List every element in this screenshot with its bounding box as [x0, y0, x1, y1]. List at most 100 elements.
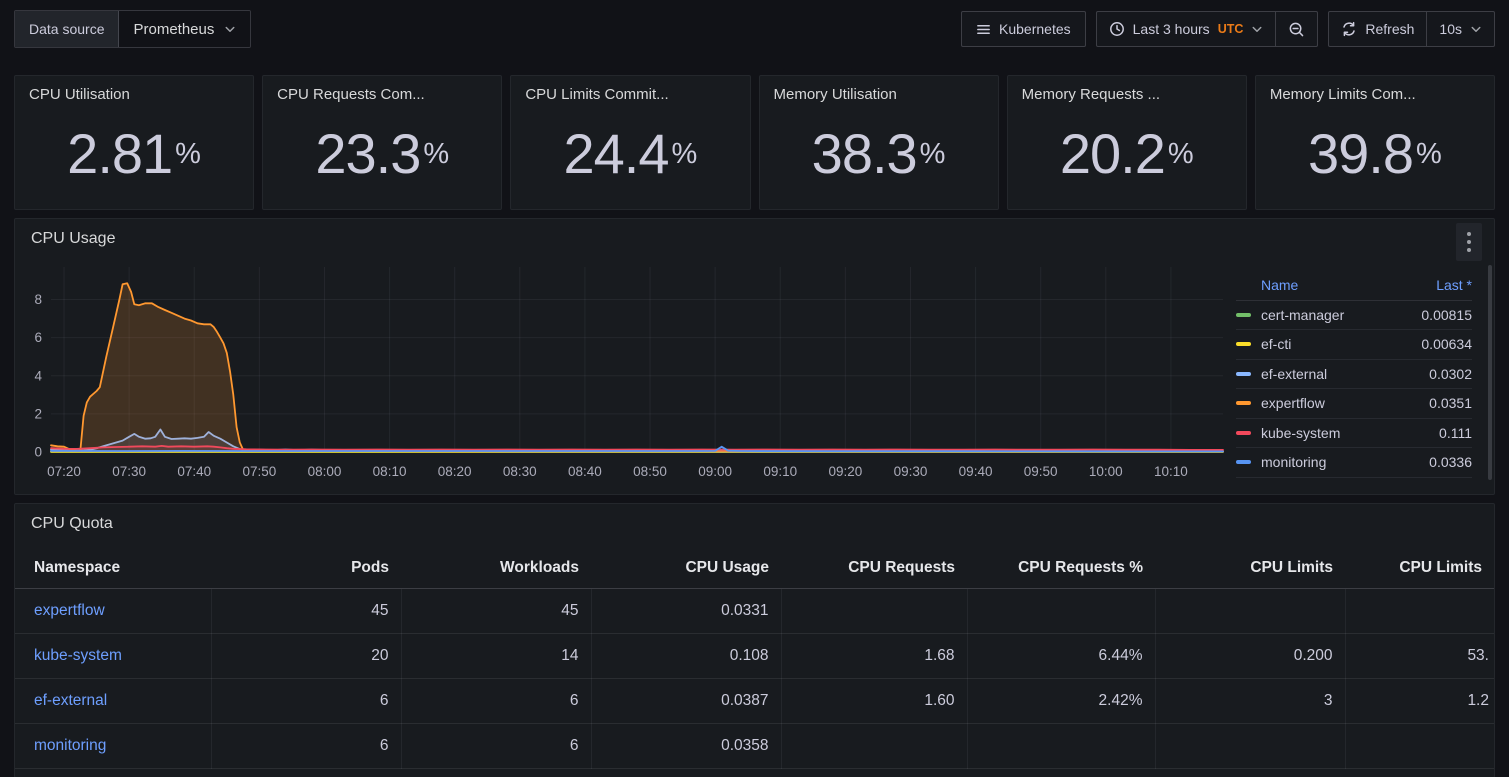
zoom-out-button[interactable] [1275, 12, 1317, 46]
series-name[interactable]: kube-system [1261, 424, 1341, 441]
series-name[interactable]: ef-external [1261, 365, 1328, 382]
datasource-value-dropdown[interactable]: Prometheus [119, 11, 251, 47]
stat-panel[interactable]: Memory Limits Com... 39.8% [1254, 75, 1495, 210]
cpu-usage-body: 0 2 4 6 8 07:20 07:30 07:40 07:50 08:00 08:10 08:20… [15, 259, 1494, 496]
table-column-header[interactable]: Workloads [401, 548, 591, 589]
series-area-expertflow [51, 283, 1223, 452]
stat-value-wrap: 24.4% [525, 103, 735, 201]
stat-panel[interactable]: CPU Utilisation 2.81% [14, 75, 255, 210]
cpu-usage-panel-header[interactable]: CPU Usage [15, 219, 1494, 259]
legend-last-sort-header[interactable]: Last * [1436, 277, 1472, 294]
series-color-swatch-icon[interactable] [1236, 460, 1251, 465]
series-last-value: 0.0302 [1429, 365, 1472, 382]
series-name[interactable]: expertflow [1261, 395, 1325, 412]
table-cell [781, 588, 968, 634]
series-last-value: 0.0336 [1429, 454, 1472, 471]
x-axis-tick-label: 10:10 [1154, 464, 1188, 479]
stat-panel[interactable]: CPU Limits Commit... 24.4% [510, 75, 751, 210]
y-axis-tick-label: 4 [34, 368, 42, 383]
stat-value: 2.81 [67, 122, 173, 185]
series-last-value: 0.00815 [1421, 306, 1472, 323]
legend-row: ef-external 0.0302 [1236, 360, 1472, 389]
table-column-header[interactable]: Pods [211, 548, 401, 589]
table-column-header[interactable]: CPU Requests [781, 548, 967, 589]
stat-value: 24.4 [563, 122, 670, 185]
y-axis-tick-label: 8 [34, 292, 42, 307]
cpu-quota-table: Namespace Pods Workloads CPU Usage CPU Reque… [15, 548, 1494, 769]
namespace-link[interactable]: expertflow [34, 601, 105, 619]
refresh-button[interactable]: Refresh [1329, 12, 1426, 46]
time-range-button[interactable]: Last 3 hours UTC [1097, 12, 1276, 46]
datasource-value: Prometheus [133, 20, 215, 38]
table-column-header[interactable]: Namespace [15, 548, 211, 589]
table-cell: 6 [211, 723, 402, 769]
time-range-label: Last 3 hours [1132, 21, 1210, 37]
refresh-interval-dropdown[interactable]: 10s [1426, 12, 1494, 46]
zoom-out-icon [1288, 21, 1305, 38]
table-column-header[interactable]: CPU Limits [1345, 548, 1494, 589]
legend-header-row: Name Last * [1236, 271, 1472, 301]
namespace-link[interactable]: ef-external [34, 691, 108, 709]
legend-scrollbar[interactable] [1488, 265, 1492, 480]
cpu-usage-legend: Name Last * cert-manager 0.00815 ef-cti 0.006… [1236, 259, 1484, 496]
table-cell [967, 588, 1156, 634]
table-cell: 3 [1155, 678, 1346, 724]
x-axis-tick-label: 08:00 [308, 464, 342, 479]
legend-name-header[interactable]: Name [1261, 277, 1299, 294]
namespace-link[interactable]: monitoring [34, 736, 107, 754]
table-cell [1155, 588, 1346, 634]
toolbar-right: Kubernetes Last 3 hours UTC [961, 11, 1495, 47]
x-axis-tick-label: 10:00 [1089, 464, 1123, 479]
table-column-header[interactable]: CPU Limits [1155, 548, 1345, 589]
stat-panel[interactable]: CPU Requests Com... 23.3% [262, 75, 503, 210]
table-cell [1345, 588, 1494, 634]
dashboard-menu-button[interactable]: Kubernetes [961, 11, 1086, 47]
chevron-down-icon [224, 23, 236, 35]
series-last-value: 0.111 [1439, 424, 1472, 441]
x-axis-tick-label: 07:50 [242, 464, 276, 479]
table-cell: 1.68 [781, 633, 968, 679]
legend-row: cert-manager 0.00815 [1236, 301, 1472, 330]
refresh-icon [1341, 21, 1357, 37]
stat-panels-row: CPU Utilisation 2.81% CPU Requests Com... 2… [14, 75, 1495, 210]
x-axis-tick-label: 07:20 [47, 464, 81, 479]
table-cell [781, 723, 968, 769]
series-name[interactable]: monitoring [1261, 454, 1327, 471]
table-cell: 0.0387 [591, 678, 782, 724]
panel-menu-kebab-icon[interactable] [1456, 223, 1482, 261]
table-header-row: Namespace Pods Workloads CPU Usage CPU Reque… [15, 548, 1494, 589]
series-line-kube-system [50, 445, 1224, 451]
series-color-swatch-icon[interactable] [1236, 312, 1251, 317]
table-cell: 0.200 [1155, 633, 1346, 679]
stat-panel[interactable]: Memory Utilisation 38.3% [758, 75, 999, 210]
series-color-swatch-icon[interactable] [1236, 401, 1251, 406]
datasource-label: Data source [15, 11, 120, 47]
timezone-label: UTC [1217, 22, 1244, 36]
table-column-header[interactable]: CPU Usage [591, 548, 781, 589]
table-cell: 1.60 [781, 678, 968, 724]
datasource-picker[interactable]: Data source Prometheus [14, 10, 252, 48]
cpu-usage-chart[interactable]: 0 2 4 6 8 07:20 07:30 07:40 07:50 08:00 08:10 08:20… [21, 259, 1236, 496]
series-color-swatch-icon[interactable] [1236, 430, 1251, 435]
stat-panel[interactable]: Memory Requests ... 20.2% [1006, 75, 1247, 210]
cpu-quota-panel-title: CPU Quota [31, 515, 113, 532]
chevron-down-icon [1251, 23, 1263, 35]
legend-row: expertflow 0.0351 [1236, 389, 1472, 419]
namespace-link[interactable]: kube-system [34, 646, 122, 664]
stat-value-wrap: 2.81% [29, 103, 239, 201]
cpu-quota-panel-header[interactable]: CPU Quota [15, 504, 1494, 544]
table-cell: 14 [401, 633, 592, 679]
series-color-swatch-icon[interactable] [1236, 371, 1251, 376]
table-cell: 0.108 [591, 633, 782, 679]
table-cell: kube-system [15, 633, 212, 679]
table-cell: 53. [1345, 633, 1494, 679]
x-axis-tick-label: 09:00 [698, 464, 732, 479]
x-axis-tick-label: 09:10 [763, 464, 797, 479]
series-name[interactable]: cert-manager [1261, 306, 1345, 323]
x-axis-tick-label: 08:10 [373, 464, 407, 479]
series-name[interactable]: ef-cti [1261, 336, 1292, 353]
stat-value-wrap: 20.2% [1022, 103, 1232, 201]
table-row: kube-system 20 14 0.108 1.68 6.44% 0.200 53. [15, 633, 1494, 679]
series-color-swatch-icon[interactable] [1236, 342, 1251, 347]
table-column-header[interactable]: CPU Requests % [967, 548, 1155, 589]
